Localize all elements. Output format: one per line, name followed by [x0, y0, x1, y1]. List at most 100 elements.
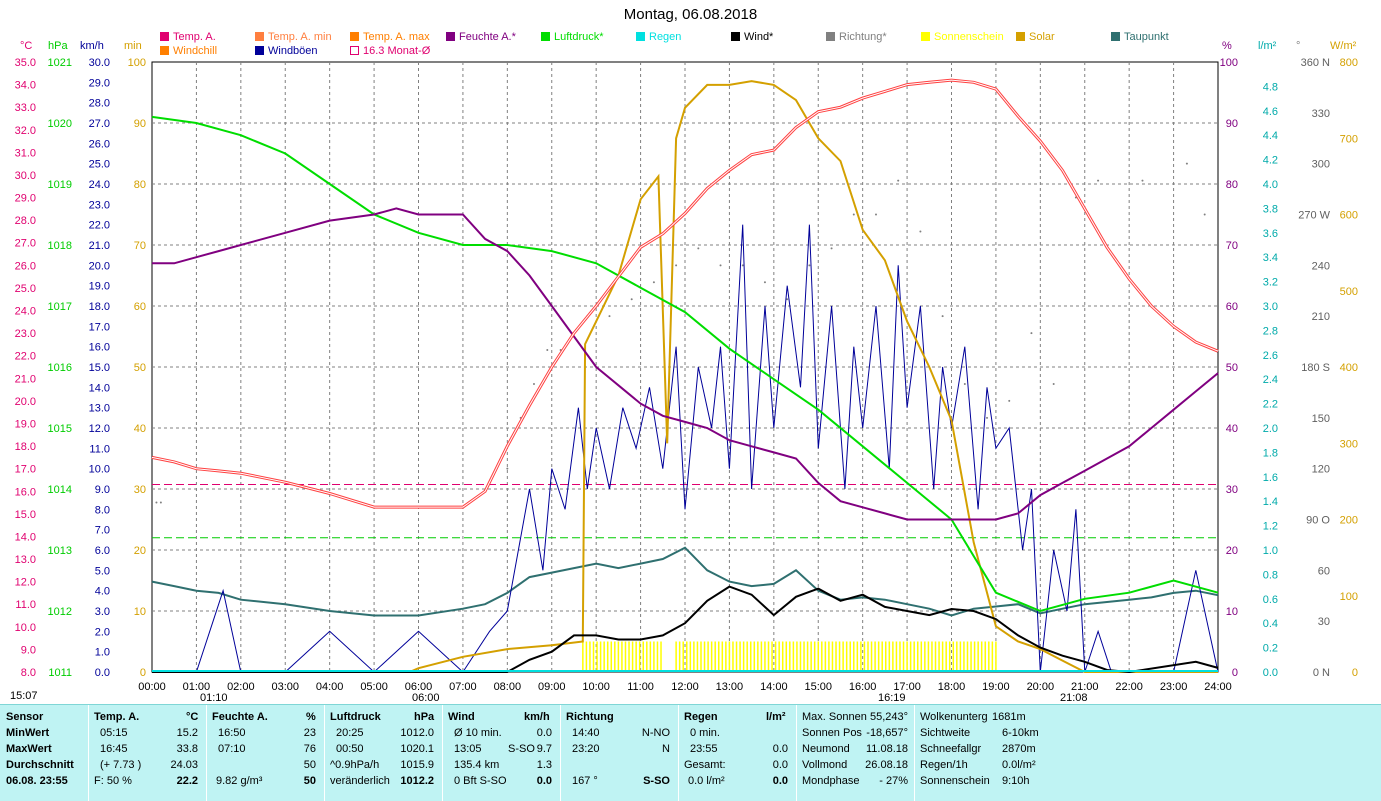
tick-time: 04:00 [316, 681, 344, 693]
tick-celsius: 20.0 [15, 396, 36, 408]
min-temp: 15.2 [176, 727, 198, 739]
astro-fullmoon: 26.08.18 [865, 759, 908, 771]
min-hum-time: 16:50 [218, 727, 246, 739]
direction-point [763, 281, 766, 284]
current-abs-hum: 9.82 g/m³ [216, 775, 263, 787]
tick-deg: 210 [1312, 311, 1330, 323]
min-dir-time: 14:40 [572, 727, 600, 739]
tick-solar: 400 [1340, 362, 1358, 374]
tick-min: 70 [134, 240, 146, 252]
tick-kmh: 4.0 [95, 586, 110, 598]
direction-point [1141, 179, 1144, 182]
astro2-rain1h-label: Regen/1h [920, 759, 968, 771]
tick-time: 01:00 [183, 681, 211, 693]
direction-point [675, 264, 678, 267]
tick-kmh: 14.0 [89, 382, 110, 394]
current-label: 06.08. 23:55 [6, 775, 68, 787]
astro2-vis: 6-10km [1002, 727, 1039, 739]
tick-kmh: 19.0 [89, 281, 110, 293]
tick-celsius: 28.0 [15, 215, 36, 227]
max-rain: 0.0 [772, 743, 788, 755]
temp-line-inner [151, 79, 1219, 508]
tick-hpa: 1018 [48, 240, 72, 252]
direction-point [897, 179, 900, 182]
tick-kmh: 26.0 [89, 138, 110, 150]
avg-press-label: ^0.9hPa/h [330, 759, 380, 771]
legend-label: Luftdruck* [554, 31, 604, 43]
direction-point [852, 213, 855, 216]
hdr-hum-unit: % [306, 711, 316, 723]
tick-rain: 3.8 [1263, 203, 1278, 215]
max-label: MaxWert [6, 743, 52, 755]
direction-point [652, 281, 655, 284]
max-dir-time: 23:20 [572, 743, 600, 755]
astro2-rain1h: 0.0l/m² [1002, 759, 1036, 771]
legend-label: Richtung* [839, 31, 887, 43]
tick-deg: 90 O [1306, 515, 1330, 527]
tick-hpa: 1021 [48, 57, 72, 69]
legend-swatch [350, 32, 359, 41]
tick-kmh: 7.0 [95, 525, 110, 537]
direction-point [608, 315, 611, 318]
legend-item: Temp. A. max [350, 31, 430, 43]
astro-maxsun-label: Max. Sonnen [802, 711, 867, 723]
tick-kmh: 16.0 [89, 342, 110, 354]
max-temp-time: 16:45 [100, 743, 128, 755]
tick-celsius: 15.0 [15, 509, 36, 521]
tick-celsius: 25.0 [15, 283, 36, 295]
legend-item: Windböen [255, 45, 318, 57]
pressure-line [151, 115, 1219, 613]
max-wind-dir: S-SO [508, 743, 535, 755]
tick-celsius: 32.0 [15, 125, 36, 137]
tick-celsius: 26.0 [15, 260, 36, 272]
hdr-wind-unit: km/h [524, 711, 550, 723]
max-dir: N [662, 743, 670, 755]
legend-label: Taupunkt [1124, 31, 1169, 43]
astro2-sunshine: 9:10h [1002, 775, 1030, 787]
legend-swatch [350, 46, 359, 55]
astro-sunpos-label: Sonnen Pos [802, 727, 862, 739]
tick-celsius: 30.0 [15, 170, 36, 182]
tick-celsius: 22.0 [15, 351, 36, 363]
avg-wind-label: 135.4 km [454, 759, 500, 771]
tick-time: 17:00 [893, 681, 921, 693]
tick-rain: 3.2 [1263, 277, 1278, 289]
tick-deg: 240 [1312, 260, 1330, 272]
tick-hpa: 1012 [48, 606, 72, 618]
legend-item: Taupunkt [1111, 31, 1169, 43]
tick-time: 02:00 [227, 681, 255, 693]
tick-kmh: 11.0 [89, 443, 110, 455]
marker-sunset-time: 21:08 [1060, 692, 1088, 704]
tick-percent: 30 [1226, 484, 1238, 496]
tick-kmh: 5.0 [95, 565, 110, 577]
tick-deg: 0 N [1313, 667, 1330, 679]
tick-rain: 1.0 [1263, 545, 1278, 557]
tick-percent: 100 [1220, 57, 1238, 69]
astro2-snow-label: Schneefallgr [920, 743, 982, 755]
current-wind-label: 0 Bft S-SO [454, 775, 507, 787]
min-press-time: 20:25 [336, 727, 364, 739]
legend-label: Windchill [173, 45, 218, 57]
avg-rain-label: Gesamt: [684, 759, 726, 771]
tick-celsius: 13.0 [15, 554, 36, 566]
tick-solar: 500 [1340, 286, 1358, 298]
tick-percent: 50 [1226, 362, 1238, 374]
min-wind: 0.0 [536, 727, 552, 739]
tick-hpa: 1011 [48, 667, 72, 679]
tick-celsius: 31.0 [15, 147, 36, 159]
max-wind-time: 13:05 [454, 743, 482, 755]
tick-time: 23:00 [1160, 681, 1188, 693]
solar-line [152, 80, 1218, 673]
avg-hum: 50 [303, 759, 316, 771]
tick-hpa: 1019 [48, 179, 72, 191]
tick-min: 0 [140, 667, 146, 679]
legend-label: Wind* [744, 31, 774, 43]
tick-celsius: 10.0 [15, 622, 36, 634]
astro2-cloud: 1681m [992, 711, 1026, 723]
hdr-hum: Feuchte A. [212, 711, 268, 723]
legend-swatch [731, 32, 740, 41]
tick-kmh: 10.0 [89, 464, 110, 476]
astro2-snow: 2870m [1002, 743, 1036, 755]
direction-point [963, 382, 966, 385]
tick-hpa: 1017 [48, 301, 72, 313]
